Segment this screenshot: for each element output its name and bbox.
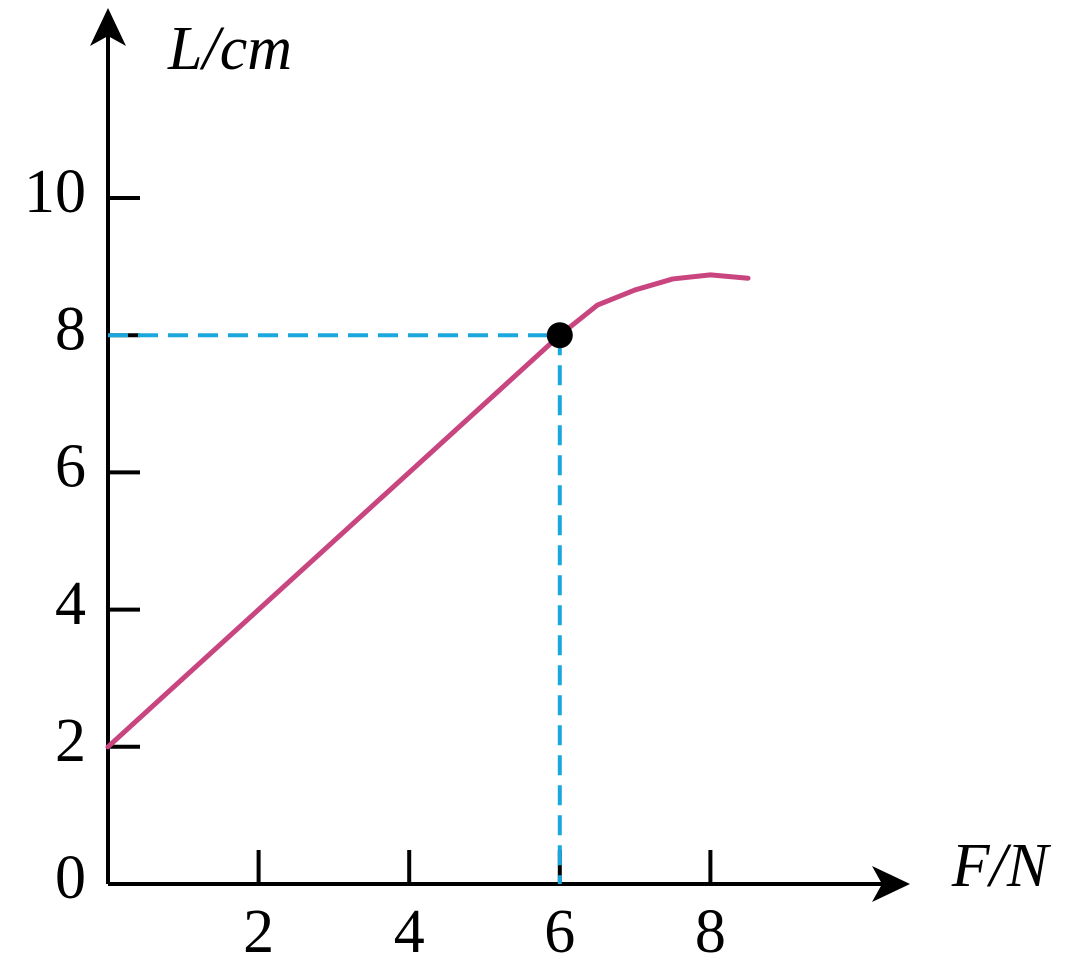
y-tick-label: 4 bbox=[55, 570, 86, 638]
highlight-point bbox=[546, 322, 573, 349]
y-tick-label: 2 bbox=[55, 707, 86, 775]
y-tick-label: 6 bbox=[55, 433, 86, 501]
y-axis-label: L/cm bbox=[167, 15, 292, 83]
y-tick-label: 10 bbox=[24, 158, 86, 226]
x-tick-label: 6 bbox=[544, 898, 575, 966]
y-arrow bbox=[90, 8, 126, 46]
x-arrow bbox=[872, 866, 910, 902]
x-tick-label: 8 bbox=[695, 898, 726, 966]
y-tick-label: 8 bbox=[55, 295, 86, 363]
x-axis-label: F/N bbox=[951, 832, 1052, 900]
y-tick-label: 0 bbox=[55, 844, 86, 912]
x-tick-label: 2 bbox=[243, 898, 274, 966]
data-line bbox=[105, 272, 751, 750]
x-tick-label: 4 bbox=[394, 898, 425, 966]
